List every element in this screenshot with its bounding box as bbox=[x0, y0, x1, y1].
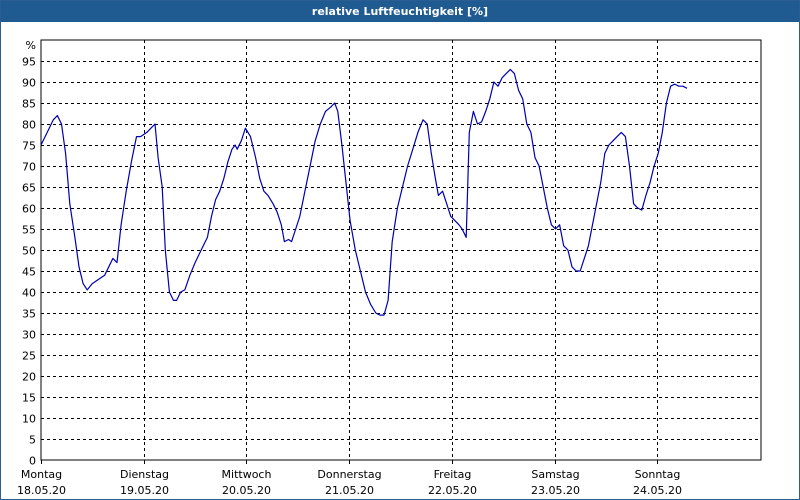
chart-title: relative Luftfeuchtigkeit [%] bbox=[1, 1, 799, 22]
y-tick-label: 40 bbox=[22, 287, 36, 300]
y-tick-label: 25 bbox=[22, 350, 36, 363]
y-axis-label: % bbox=[26, 39, 36, 52]
x-tick-label-date: 24.05.20 bbox=[633, 484, 682, 497]
x-tick-label-day: Dienstag bbox=[120, 468, 169, 481]
y-tick-label: 60 bbox=[22, 203, 36, 216]
y-tick-label: 50 bbox=[22, 245, 36, 258]
humidity-series-line bbox=[40, 68, 688, 316]
y-tick-label: 95 bbox=[22, 56, 36, 69]
x-tick-label-day: Sonntag bbox=[635, 468, 681, 481]
x-tick-label-date: 19.05.20 bbox=[120, 484, 169, 497]
y-tick-label: 90 bbox=[22, 77, 36, 90]
y-tick-label: 75 bbox=[22, 140, 36, 153]
x-tick-label-day: Freitag bbox=[434, 468, 472, 481]
y-tick-label: 45 bbox=[22, 266, 36, 279]
y-tick-label: 85 bbox=[22, 98, 36, 111]
y-tick-label: 30 bbox=[22, 329, 36, 342]
x-tick-label-day: Samstag bbox=[531, 468, 579, 481]
x-tick-label-day: Donnerstag bbox=[317, 468, 381, 481]
x-tick-label-day: Mittwoch bbox=[222, 468, 272, 481]
y-tick-label: 80 bbox=[22, 119, 36, 132]
y-tick-label: 10 bbox=[22, 413, 36, 426]
y-tick-label: 35 bbox=[22, 308, 36, 321]
y-tick-label: 15 bbox=[22, 392, 36, 405]
y-tick-label: 70 bbox=[22, 161, 36, 174]
y-tick-label: 55 bbox=[22, 224, 36, 237]
x-tick-label-date: 21.05.20 bbox=[325, 484, 374, 497]
x-tick-label-date: 22.05.20 bbox=[428, 484, 477, 497]
y-tick-label: 0 bbox=[29, 455, 36, 468]
y-tick-label: 5 bbox=[29, 434, 36, 447]
x-tick-label-date: 20.05.20 bbox=[222, 484, 271, 497]
y-tick-label: 20 bbox=[22, 371, 36, 384]
y-tick-label: 65 bbox=[22, 182, 36, 195]
x-tick-label-date: 18.05.20 bbox=[17, 484, 66, 497]
x-tick-label-day: Montag bbox=[21, 468, 62, 481]
x-tick-label-date: 23.05.20 bbox=[531, 484, 580, 497]
